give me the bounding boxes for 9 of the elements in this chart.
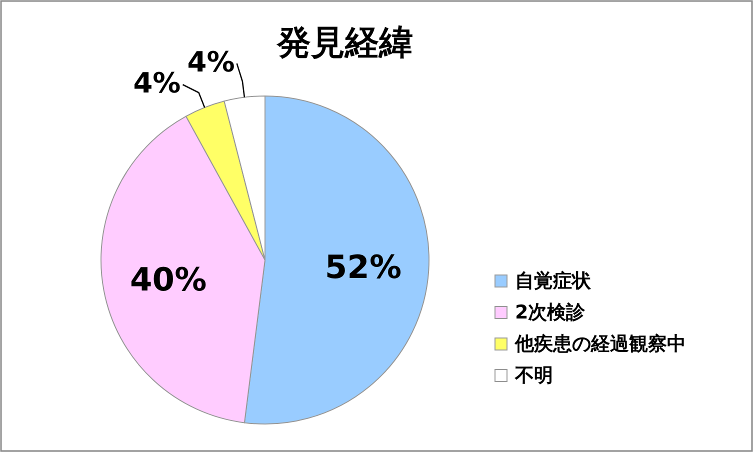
legend-label: 2次検診	[515, 302, 586, 324]
data-label: 52%	[324, 248, 402, 286]
chart-title: 発見経緯	[276, 23, 413, 63]
data-label: 40%	[130, 260, 207, 298]
data-label: 4%	[133, 66, 181, 100]
legend-label: 他疾患の経過観察中	[514, 333, 686, 355]
legend-label: 自覚症状	[515, 270, 592, 292]
legend-label: 不明	[514, 364, 553, 386]
data-label: 4%	[187, 45, 235, 78]
